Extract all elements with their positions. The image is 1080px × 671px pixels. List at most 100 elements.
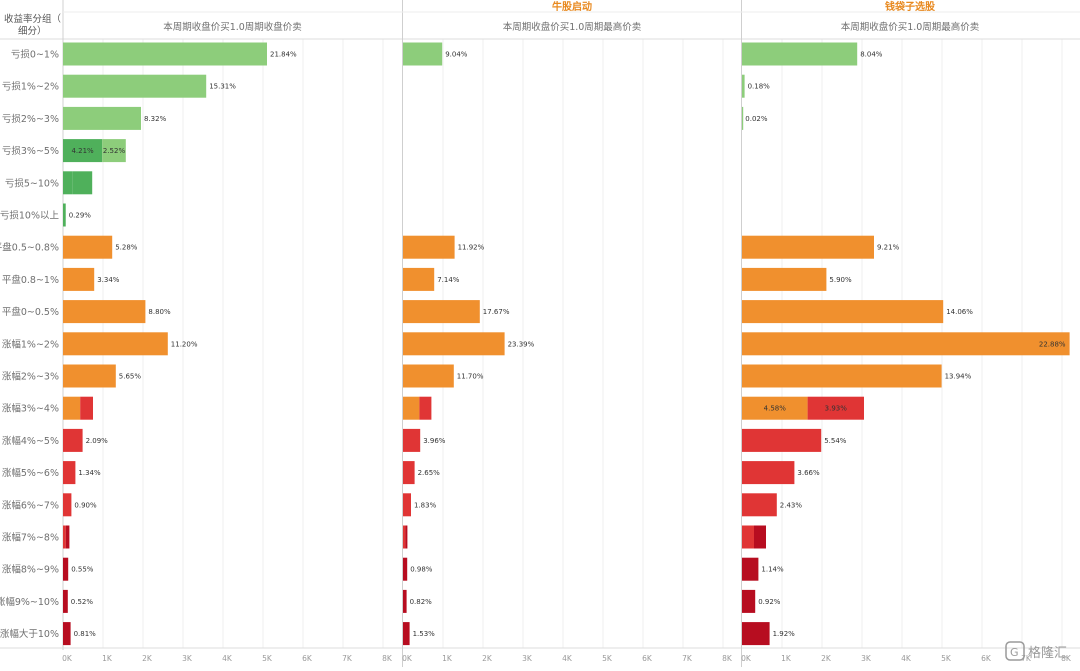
bar-segment bbox=[419, 396, 432, 420]
panel-subtitle: 本周期收盘价买1.0周期最高价卖 bbox=[841, 21, 980, 33]
x-tick-label: 6K bbox=[981, 654, 992, 663]
bar-value-label: 2.09% bbox=[86, 437, 109, 445]
bar-segment bbox=[742, 589, 756, 613]
bar-value-label: 23.39% bbox=[508, 340, 535, 348]
bar-segment bbox=[63, 396, 81, 420]
bar-value-label: 0.29% bbox=[69, 212, 92, 220]
x-tick-label: 4K bbox=[222, 654, 233, 663]
bar-value-label: 1.92% bbox=[773, 630, 796, 638]
bar-value-label: 3.66% bbox=[797, 469, 820, 477]
bar-segment bbox=[742, 557, 759, 581]
bar-segment bbox=[742, 42, 858, 66]
x-tick-label: 6K bbox=[302, 654, 313, 663]
bar-segment bbox=[403, 396, 420, 420]
row-label: 涨幅7%~8% bbox=[2, 532, 59, 544]
header-layer: 收益率分组（ 细分） 本周期收盘价买1.0周期收盘价卖 牛股启动本周期收盘价买1.… bbox=[4, 0, 979, 37]
bar-value-label: 8.80% bbox=[148, 308, 171, 316]
bar-segment bbox=[63, 267, 95, 291]
bar-segment bbox=[754, 525, 766, 549]
bar-value-label: 3.34% bbox=[97, 276, 120, 284]
x-tick-label: 8K bbox=[1061, 654, 1072, 663]
bars-layer bbox=[63, 42, 1070, 646]
bar-segment bbox=[403, 300, 480, 324]
bar-value-label: 0.98% bbox=[410, 566, 433, 574]
bar-value-label: 3.96% bbox=[423, 437, 446, 445]
x-tick-label: 8K bbox=[382, 654, 393, 663]
bar-segment bbox=[63, 622, 71, 646]
bar-value-label: 2.43% bbox=[780, 501, 803, 509]
bar-segment bbox=[742, 396, 808, 420]
bar-value-label: 1.34% bbox=[78, 469, 101, 477]
row-label: 涨幅6%~7% bbox=[2, 499, 59, 511]
row-label: 涨幅5%~6% bbox=[2, 467, 59, 479]
row-label: 涨幅1%~2% bbox=[2, 338, 59, 350]
bar-value-label: 0.90% bbox=[74, 501, 97, 509]
bar-segment bbox=[63, 203, 66, 227]
bar-segment bbox=[742, 525, 754, 549]
bar-value-label: 1.53% bbox=[413, 630, 436, 638]
bar-value-label: 9.04% bbox=[445, 51, 468, 59]
bar-segment bbox=[403, 364, 454, 388]
bar-segment bbox=[742, 493, 777, 517]
bar-segment bbox=[742, 300, 944, 324]
bar-segment bbox=[63, 106, 141, 130]
watermark-logo-icon bbox=[1005, 641, 1025, 661]
watermark: G 格隆汇 bbox=[1005, 641, 1067, 661]
bar-value-label: 15.31% bbox=[209, 83, 236, 91]
bar-value-label: 11.70% bbox=[457, 373, 484, 381]
x-tick-label: 3K bbox=[182, 654, 193, 663]
watermark-text: 格隆汇 bbox=[1028, 645, 1067, 661]
bar-segment bbox=[63, 171, 73, 195]
x-tick-label: 2K bbox=[482, 654, 493, 663]
x-tick-label: 6K bbox=[642, 654, 653, 663]
bar-value-label: 0.55% bbox=[71, 566, 94, 574]
bar-value-label: 0.82% bbox=[410, 598, 433, 606]
bar-segment bbox=[63, 428, 83, 452]
bar-value-label: 9.21% bbox=[877, 244, 900, 252]
bar-segment bbox=[742, 267, 827, 291]
row-label: 涨幅4%~5% bbox=[2, 435, 59, 447]
bar-segment bbox=[742, 364, 942, 388]
bar-segment bbox=[405, 525, 408, 549]
panel-subtitle: 本周期收盘价买1.0周期收盘价卖 bbox=[163, 21, 302, 33]
bar-segment bbox=[742, 428, 822, 452]
bar-segment bbox=[63, 235, 113, 259]
bar-value-label: 1.83% bbox=[414, 501, 437, 509]
row-label: 平盘0~0.5% bbox=[2, 306, 59, 318]
row-label: 亏损10%以上 bbox=[0, 210, 59, 222]
bar-segment bbox=[63, 139, 103, 163]
panel-title: 钱袋子选股 bbox=[885, 0, 936, 13]
bar-segment bbox=[63, 461, 76, 485]
x-tick-label: 5K bbox=[262, 654, 273, 663]
bar-segment bbox=[63, 74, 207, 98]
x-tick-label: 0K bbox=[741, 654, 752, 663]
bar-segment bbox=[102, 139, 126, 163]
x-tick-label: 7K bbox=[682, 654, 693, 663]
bar-value-label: 17.67% bbox=[483, 308, 510, 316]
x-tick-label: 1K bbox=[781, 654, 792, 663]
bar-value-label: 8.04% bbox=[860, 51, 883, 59]
bar-segment bbox=[742, 74, 745, 98]
bar-segment bbox=[63, 332, 168, 356]
bar-segment bbox=[403, 235, 455, 259]
x-tick-label: 5K bbox=[941, 654, 952, 663]
x-tick-label: 2K bbox=[821, 654, 832, 663]
bar-segment-label: 22.88% bbox=[1039, 340, 1066, 348]
bar-value-label: 0.81% bbox=[74, 630, 97, 638]
bar-segment bbox=[742, 235, 874, 259]
bar-segment bbox=[403, 42, 443, 66]
labels-layer: 亏损0~1% 亏损1%~2% 亏损2%~3% 亏损3%~5% 亏损5~10% 亏损10%以… bbox=[0, 49, 1072, 664]
bar-segment bbox=[807, 396, 864, 420]
x-tick-label: 4K bbox=[901, 654, 912, 663]
x-tick-label: 1K bbox=[442, 654, 453, 663]
bar-segment bbox=[403, 525, 406, 549]
row-label: 亏损0~1% bbox=[11, 49, 59, 61]
row-label: 涨幅2%~3% bbox=[2, 371, 59, 383]
bar-segment bbox=[63, 300, 146, 324]
bar-segment bbox=[403, 332, 505, 356]
x-tick-label: 1K bbox=[102, 654, 113, 663]
row-label: 平盘0.8~1% bbox=[2, 274, 59, 286]
bar-value-label: 14.06% bbox=[946, 308, 973, 316]
